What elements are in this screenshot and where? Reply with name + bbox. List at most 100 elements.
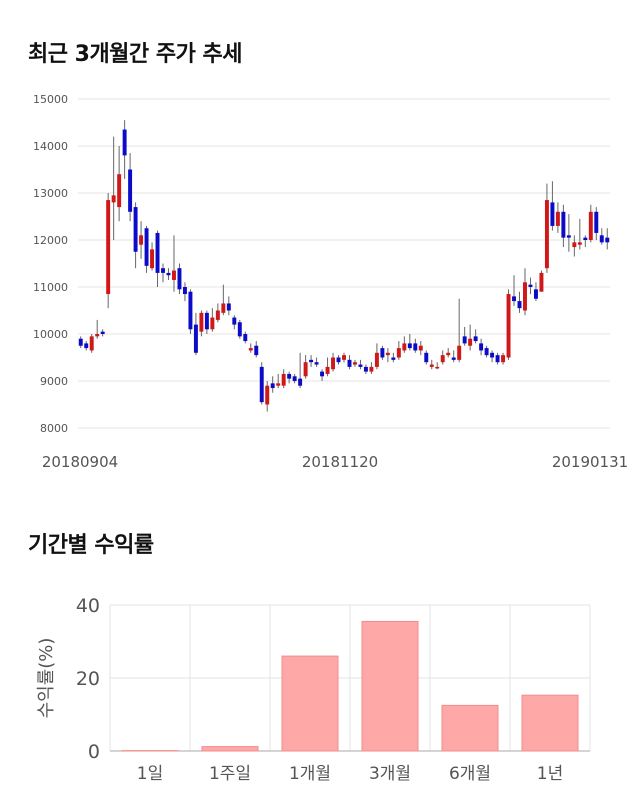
return-bar: [521, 694, 579, 752]
candle-body: [166, 272, 171, 276]
candle-body: [484, 348, 489, 356]
returns-x-tick-label: 3개월: [369, 764, 411, 784]
candle-body: [446, 352, 451, 356]
candle-body: [221, 303, 226, 313]
candle-body: [495, 355, 500, 363]
candle-body: [128, 169, 133, 212]
candle-body: [276, 383, 281, 386]
candle-body: [144, 228, 149, 266]
candle-body: [479, 343, 484, 351]
candle-body: [385, 352, 390, 356]
returns-y-tick-label: 0: [88, 741, 100, 763]
candle-body: [396, 348, 401, 358]
candle-body: [111, 195, 116, 203]
price-x-tick-label: 20181120: [302, 453, 378, 471]
return-bar: [201, 746, 259, 752]
candle-body: [572, 242, 577, 248]
candle-body: [95, 334, 100, 337]
returns-x-tick-label: 1일: [137, 764, 163, 784]
candle-body: [352, 362, 357, 365]
candle-body: [243, 334, 248, 342]
candle-body: [429, 364, 434, 367]
candle-body: [342, 355, 346, 360]
candle-body: [528, 284, 533, 287]
candle-body: [555, 211, 560, 226]
returns-x-tick-label: 1주일: [209, 764, 251, 784]
returns-x-tick-label: 1개월: [289, 764, 331, 784]
candle-body: [577, 242, 582, 245]
candle-body: [457, 345, 462, 360]
candle-body: [599, 235, 604, 243]
price-y-tick-label: 11000: [33, 281, 68, 294]
price-y-tick-label: 8000: [40, 422, 68, 435]
candle-body: [122, 129, 127, 156]
candle-body: [517, 301, 522, 309]
candle-body: [424, 352, 429, 363]
candle-body: [391, 357, 396, 360]
return-bar: [361, 620, 419, 752]
candle-body: [139, 235, 144, 245]
returns-x-tick-label: 6개월: [449, 764, 491, 784]
candle-body: [594, 211, 599, 233]
candle-body: [369, 366, 374, 372]
candle-body: [374, 352, 379, 367]
candle-body: [133, 207, 138, 252]
price-y-tick-label: 14000: [33, 140, 68, 153]
candle-body: [451, 357, 456, 360]
candle-body: [100, 331, 105, 334]
candle-body: [539, 272, 544, 292]
price-y-tick-label: 13000: [33, 187, 68, 200]
candle-body: [325, 366, 330, 374]
candle-body: [232, 317, 237, 325]
candle-body: [298, 378, 303, 386]
candle-body: [265, 385, 270, 405]
candle-body: [533, 289, 538, 299]
candle-body: [462, 336, 467, 344]
price-x-tick-label: 20190131: [552, 453, 628, 471]
candle-body: [161, 268, 165, 273]
candle-body: [177, 268, 182, 290]
candle-body: [490, 352, 495, 358]
candle-body: [473, 336, 478, 342]
candle-body: [155, 232, 160, 273]
candle-body: [314, 362, 319, 365]
candle-body: [199, 312, 204, 332]
candle-body: [84, 343, 89, 349]
candle-body: [303, 362, 308, 377]
candle-body: [363, 366, 368, 372]
price-y-tick-label: 9000: [40, 375, 68, 388]
candle-body: [237, 322, 242, 337]
candle-body: [331, 357, 336, 370]
candle-body: [226, 303, 231, 311]
candle-body: [172, 270, 176, 280]
candle-body: [309, 359, 314, 363]
candle-body: [210, 317, 215, 330]
candle-body: [106, 200, 111, 295]
candle-body: [347, 359, 352, 367]
candle-body: [506, 294, 511, 358]
price-trend-title: 최근 3개월간 주가 추세: [28, 42, 242, 67]
candle-body: [117, 174, 122, 208]
candle-body: [544, 200, 549, 269]
candle-body: [215, 310, 220, 320]
candle-body: [402, 343, 407, 351]
candle-body: [468, 338, 473, 346]
returns-y-tick-label: 40: [76, 595, 100, 617]
candle-body: [512, 296, 516, 302]
price-y-tick-label: 12000: [33, 234, 68, 247]
price-candlestick-chart: 8000 9000 10000 11000 12000 13000 14000 15000 20…: [33, 93, 628, 471]
candle-body: [605, 237, 610, 243]
candle-body: [336, 357, 341, 363]
candle-body: [413, 343, 418, 351]
candle-body: [281, 373, 286, 386]
candle-body: [270, 383, 275, 389]
candle-body: [78, 338, 83, 346]
candle-body: [89, 336, 94, 351]
candle-body: [561, 211, 566, 238]
candle-body: [204, 312, 209, 330]
candle-body: [583, 237, 588, 240]
candle-body: [188, 291, 193, 330]
candle-body: [193, 324, 198, 353]
returns-x-tick-label: 1년: [537, 764, 563, 784]
